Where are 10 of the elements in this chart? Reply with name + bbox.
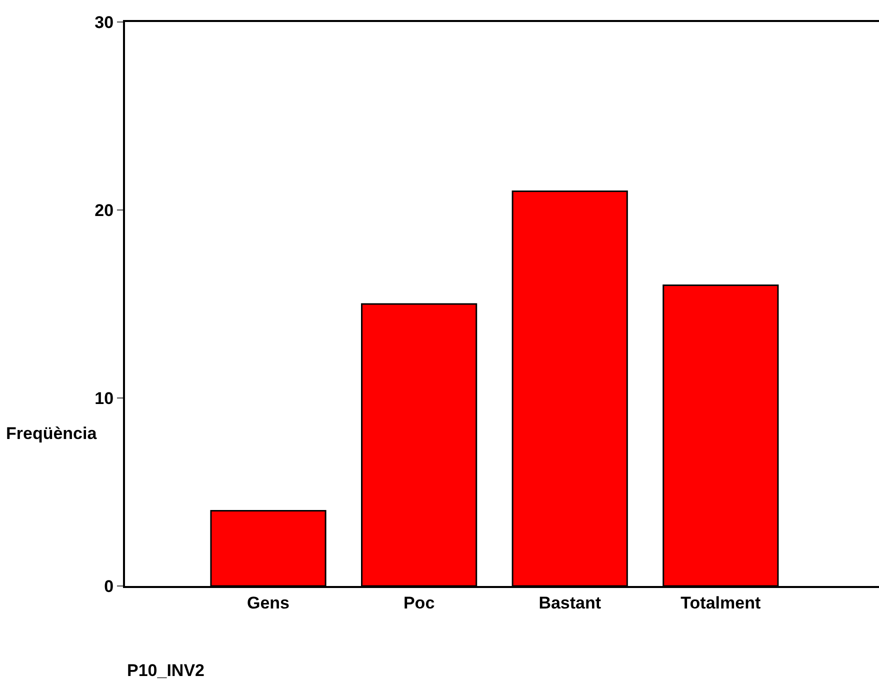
x-tick-label: Bastant xyxy=(538,593,602,612)
x-tick-label: Poc xyxy=(403,593,435,612)
x-tick-label: Totalment xyxy=(680,593,761,612)
y-tick-label: 0 xyxy=(104,576,114,596)
y-tick-label: 20 xyxy=(94,200,114,220)
x-tick-label: Gens xyxy=(246,593,290,612)
x-axis-title: P10_INV2 xyxy=(127,661,204,680)
y-tick-label: 30 xyxy=(94,12,114,32)
y-tick-label: 10 xyxy=(94,388,114,408)
y-axis-title: Freqüència xyxy=(6,424,98,443)
